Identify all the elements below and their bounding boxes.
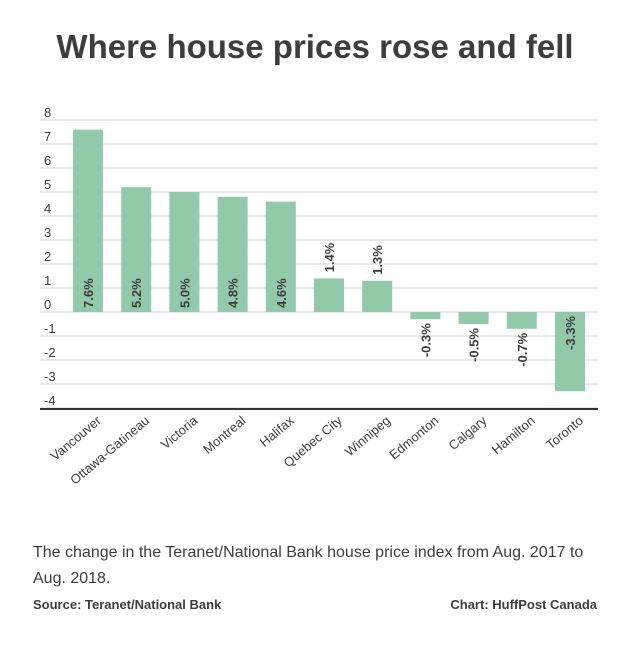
bar bbox=[362, 280, 393, 312]
x-tick-label: Winnipeg bbox=[342, 413, 393, 459]
source-note: Source: Teranet/National Bank bbox=[33, 597, 222, 612]
data-label: -0.7% bbox=[515, 332, 530, 366]
chart-credit: Chart: HuffPost Canada bbox=[450, 597, 597, 612]
data-label: 4.8% bbox=[226, 278, 241, 308]
bar bbox=[314, 278, 344, 312]
x-tick-label: Calgary bbox=[446, 412, 490, 453]
data-label: 4.6% bbox=[274, 278, 289, 308]
x-tick-label: Victoria bbox=[158, 412, 201, 452]
data-label: -0.3% bbox=[418, 323, 433, 357]
x-tick-label: Hamilton bbox=[489, 413, 538, 457]
y-tick-label: 7 bbox=[44, 129, 51, 144]
data-label: 7.6% bbox=[81, 278, 96, 308]
x-tick-label: Toronto bbox=[543, 413, 586, 452]
data-label: -0.5% bbox=[467, 328, 482, 362]
bar bbox=[555, 312, 585, 392]
bar bbox=[169, 192, 200, 312]
y-tick-label: 4 bbox=[44, 201, 51, 216]
bar bbox=[73, 129, 103, 312]
bar bbox=[410, 312, 441, 320]
chart-title: Where house prices rose and fell bbox=[56, 28, 574, 65]
bar bbox=[265, 201, 296, 312]
bar bbox=[458, 312, 489, 324]
y-tick-label: 8 bbox=[44, 105, 51, 120]
x-tick-label: Halifax bbox=[257, 412, 297, 449]
data-label: -3.3% bbox=[563, 316, 578, 350]
data-label: 1.3% bbox=[370, 245, 385, 275]
data-label: 1.4% bbox=[322, 242, 337, 272]
y-tick-label: -1 bbox=[44, 321, 56, 336]
bar bbox=[217, 196, 248, 312]
data-label: 5.2% bbox=[129, 278, 144, 308]
x-tick-label: Edmonton bbox=[386, 413, 441, 463]
x-tick-label: Montreal bbox=[200, 413, 248, 457]
y-tick-label: -3 bbox=[44, 369, 56, 384]
bar bbox=[506, 312, 537, 329]
y-tick-label: 6 bbox=[44, 153, 51, 168]
y-tick-label: 2 bbox=[44, 249, 51, 264]
y-tick-label: 3 bbox=[44, 225, 51, 240]
y-tick-label: -4 bbox=[44, 393, 56, 408]
y-tick-label: 5 bbox=[44, 177, 51, 192]
bar bbox=[121, 187, 152, 312]
y-tick-label: 1 bbox=[44, 273, 51, 288]
y-tick-label: 0 bbox=[44, 297, 51, 312]
y-tick-label: -2 bbox=[44, 345, 56, 360]
chart-caption: The change in the Teranet/National Bank … bbox=[33, 544, 584, 587]
bar-chart: 876543210-1-2-3-47.6%Vancouver5.2%Ottawa… bbox=[40, 105, 598, 487]
data-label: 5.0% bbox=[177, 278, 192, 308]
